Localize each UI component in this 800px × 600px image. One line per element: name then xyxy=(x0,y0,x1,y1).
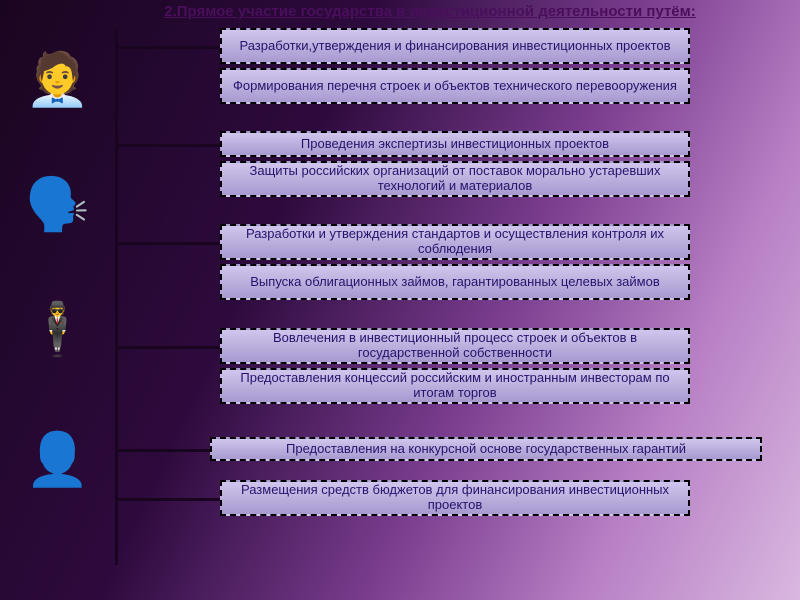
connector-horizontal xyxy=(115,498,220,501)
connector-horizontal xyxy=(115,449,210,452)
diagram-title: 2.Прямое участие государства в инвестици… xyxy=(80,3,780,20)
illustration-person: 🧑‍💼 xyxy=(10,30,105,130)
info-box: Предоставления на конкурсной основе госу… xyxy=(210,437,762,461)
person-icon: 🕴️ xyxy=(25,304,90,356)
illustration-person: 🗣️ xyxy=(10,155,105,255)
connector-vertical xyxy=(115,30,118,565)
info-box: Разработки,утверждения и финансирования … xyxy=(220,28,690,64)
info-box: Проведения экспертизы инвестиционных про… xyxy=(220,131,690,157)
connector-horizontal xyxy=(115,144,220,147)
person-icon: 🧑‍💼 xyxy=(25,54,90,106)
person-icon: 👤 xyxy=(25,434,90,486)
info-box: Выпуска облигационных займов, гарантиров… xyxy=(220,264,690,300)
info-box: Размещения средств бюджетов для финансир… xyxy=(220,480,690,516)
info-box: Формирования перечня строек и объектов т… xyxy=(220,68,690,104)
info-box: Разработки и утверждения стандартов и ос… xyxy=(220,224,690,260)
info-box: Вовлечения в инвестиционный процесс стро… xyxy=(220,328,690,364)
info-box: Предоставления концессий российским и ин… xyxy=(220,368,690,404)
connector-horizontal xyxy=(115,346,220,349)
illustration-person: 🕴️ xyxy=(10,280,105,380)
connector-horizontal xyxy=(115,242,220,245)
person-icon: 🗣️ xyxy=(25,179,90,231)
info-box: Защиты российских организаций от поставо… xyxy=(220,161,690,197)
connector-horizontal xyxy=(115,46,220,49)
illustration-person: 👤 xyxy=(10,410,105,510)
